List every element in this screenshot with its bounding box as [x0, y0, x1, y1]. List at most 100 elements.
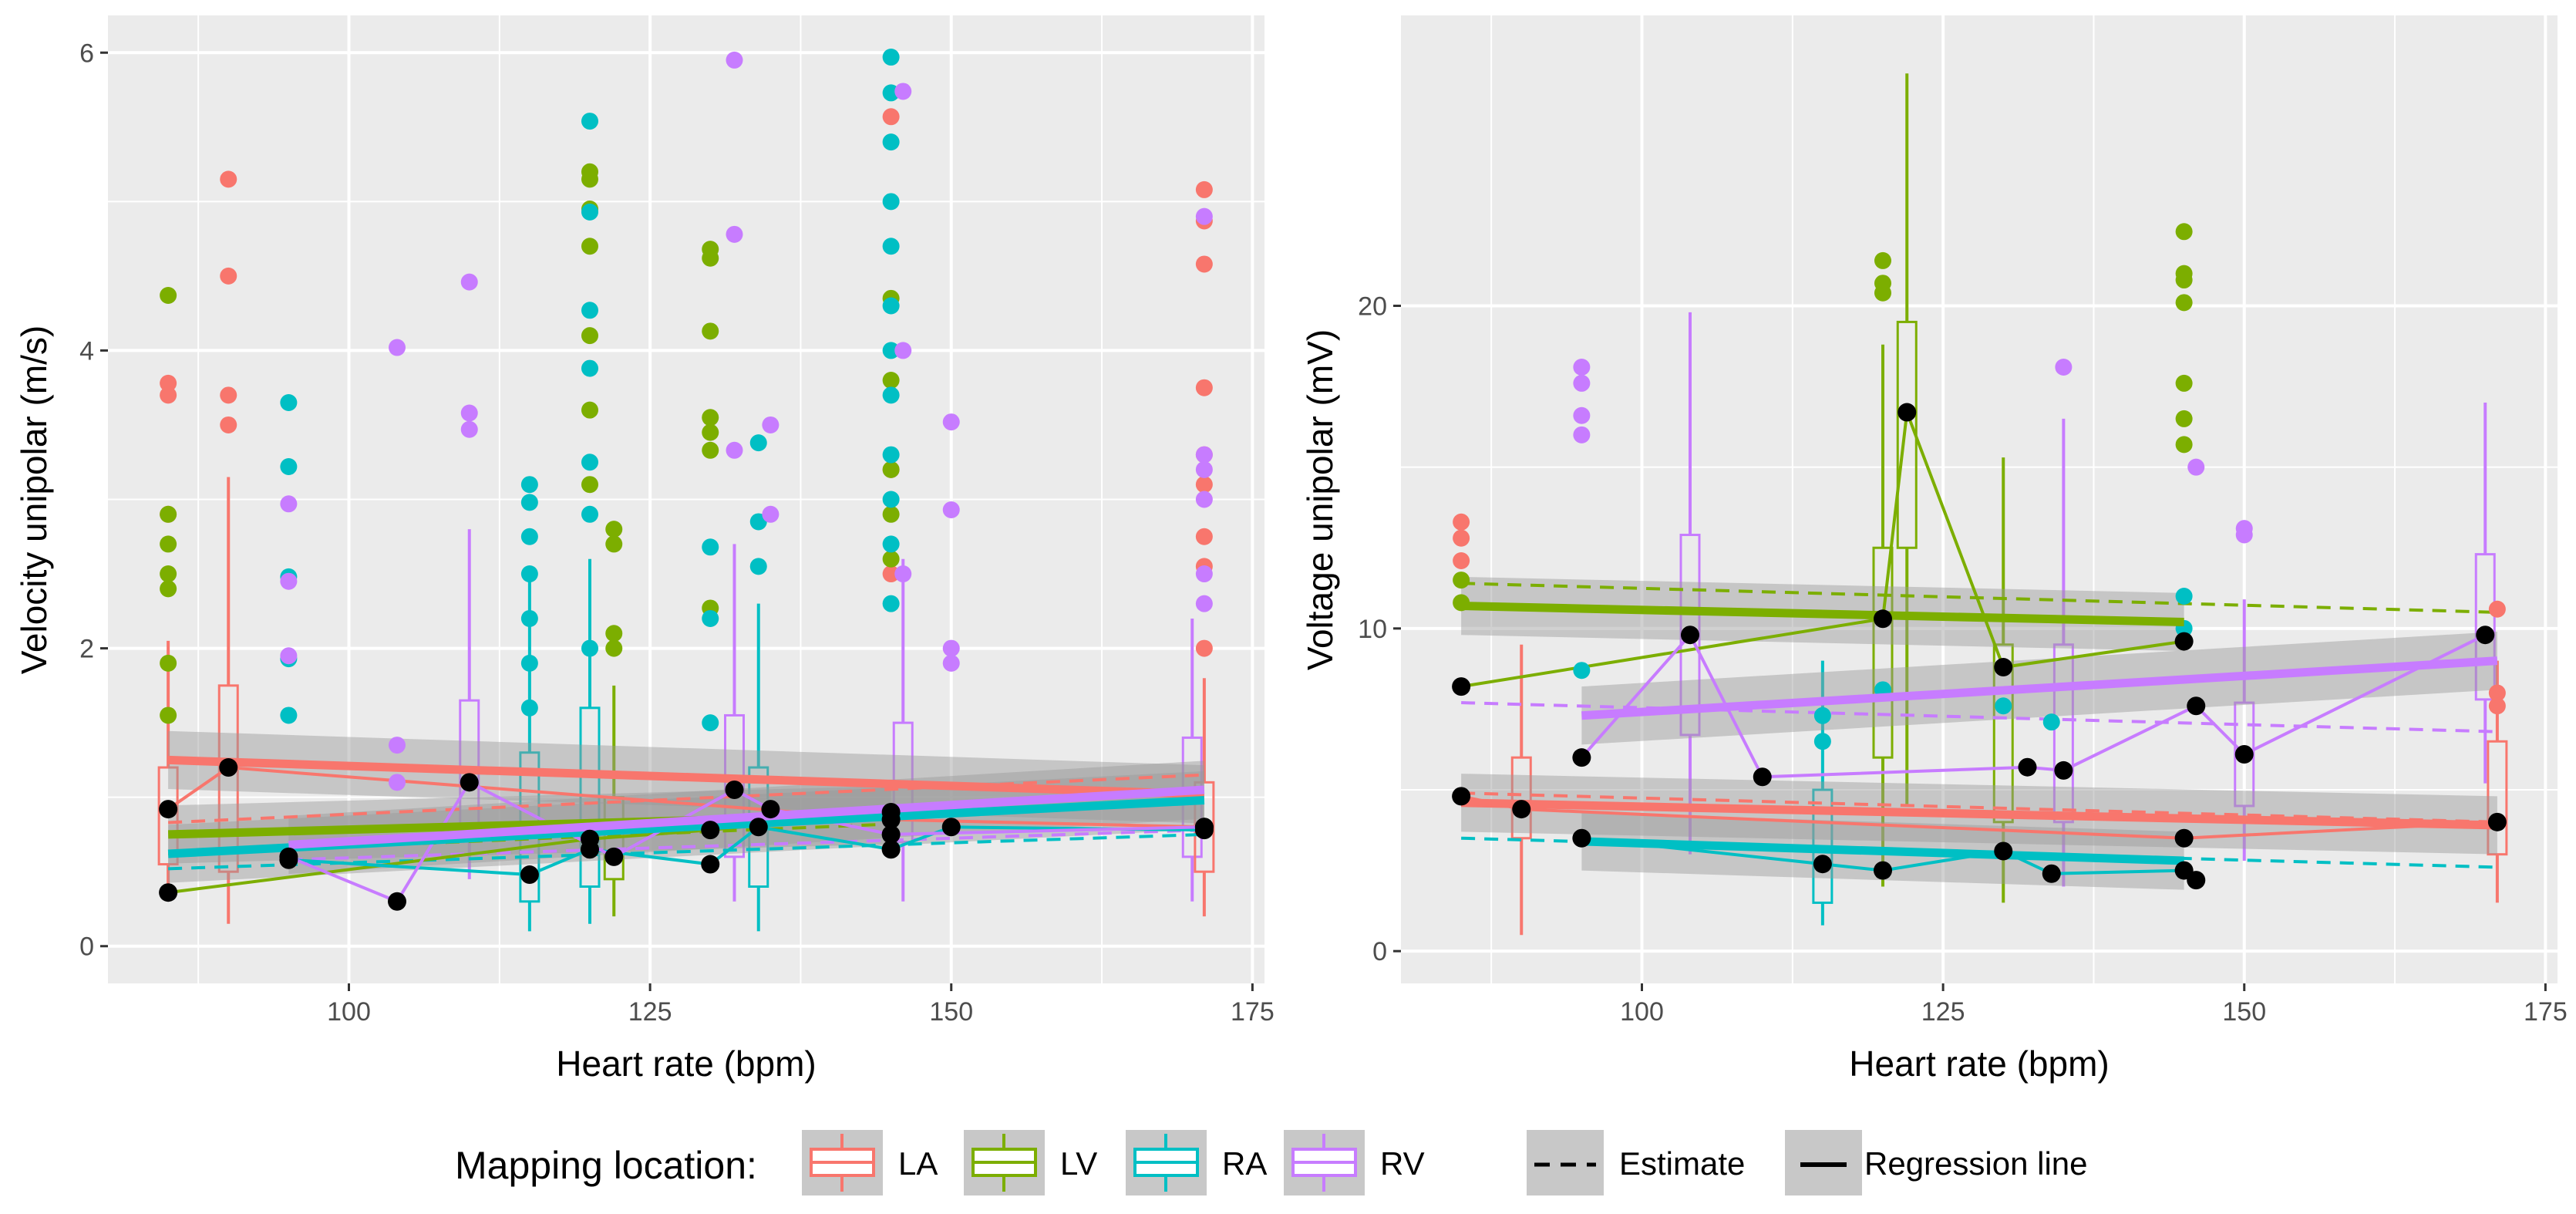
right-point-LA — [2488, 684, 2506, 702]
right-point-LV — [2175, 223, 2193, 241]
left-point-LV — [702, 441, 719, 459]
right-x-axis-title: Heart rate (bpm) — [1849, 1044, 2109, 1084]
right-mean-point-RV — [2018, 757, 2037, 777]
left-point-RV — [389, 774, 406, 791]
right-boxplot-box-LA — [2487, 740, 2508, 856]
left-point-RA — [749, 434, 767, 452]
left-point-LV — [882, 372, 900, 389]
right-mean-point-LV — [1874, 609, 1892, 629]
left-x-tick-label: 175 — [1231, 997, 1275, 1027]
left-point-RV — [894, 342, 912, 359]
right-x-tick-label: 175 — [2524, 997, 2568, 1027]
left-mean-point-RV — [761, 800, 780, 819]
left-point-RA — [280, 458, 298, 476]
right-panel: 100 125 150 175 0 10 20 Heart rate (bpm) Volta… — [1300, 15, 2568, 1084]
legend-title: Mapping location: — [455, 1144, 757, 1187]
right-y-tick-label: 0 — [1372, 937, 1387, 966]
left-y-tick-label: 4 — [79, 336, 94, 366]
left-point-RA — [280, 706, 298, 724]
right-mean-point-LA — [2487, 812, 2507, 831]
right-point-LV — [2175, 410, 2193, 427]
right-point-RV — [1573, 426, 1591, 443]
left-point-LV — [160, 654, 177, 672]
left-point-LV — [581, 401, 598, 419]
left-point-LA — [1195, 379, 1213, 396]
left-point-RA — [280, 394, 298, 411]
right-point-LV — [2175, 436, 2193, 454]
right-y-tick-label: 20 — [1358, 292, 1387, 322]
left-point-RA — [520, 565, 538, 583]
left-boxplot-box-LA — [157, 766, 179, 866]
left-mean-point-RV — [460, 773, 479, 792]
right-mean-point-RV — [1753, 767, 1772, 787]
left-point-RV — [389, 339, 406, 356]
left-point-LV — [605, 625, 623, 642]
right-point-LA — [1453, 513, 1470, 531]
right-estimate-line-RV — [1461, 701, 2497, 733]
left-point-RV — [280, 495, 298, 513]
left-point-RV — [942, 639, 960, 657]
left-mean-point-RA — [941, 818, 961, 837]
left-mean-point-RA — [581, 840, 599, 859]
left-point-RV — [726, 225, 743, 243]
left-point-RA — [520, 494, 538, 511]
right-point-RV — [2235, 526, 2253, 544]
left-mean-point-RV — [725, 781, 744, 799]
legend-label-regression: Regression line — [1864, 1145, 2088, 1182]
right-point-LV — [2175, 271, 2193, 289]
left-x-tick-label: 100 — [327, 997, 371, 1027]
left-point-LV — [702, 423, 719, 441]
right-mean-point-LV — [1452, 677, 1471, 696]
right-point-LA — [2488, 600, 2506, 618]
right-point-RA — [1995, 697, 2012, 715]
right-point-RV — [2055, 358, 2073, 376]
left-point-RV — [1195, 207, 1213, 225]
left-x-tick-label: 150 — [929, 997, 973, 1027]
right-mean-point-LA — [2174, 828, 2194, 848]
left-point-RV — [894, 83, 912, 100]
right-estimate-line-LA — [1461, 791, 2497, 824]
left-point-RV — [762, 505, 780, 523]
left-point-LV — [160, 706, 177, 724]
left-point-RV — [389, 737, 406, 754]
legend-label-LV: LV — [1060, 1145, 1097, 1182]
left-regression-line-RV — [288, 785, 1205, 849]
left-y-tick-label: 6 — [79, 39, 94, 68]
legend: Mapping location: LA LV RA RV Estimate R… — [455, 1130, 2088, 1195]
left-mean-path-RA — [288, 825, 1204, 877]
left-point-RA — [882, 342, 900, 359]
right-x-tick-label: 100 — [1620, 997, 1664, 1027]
left-mean-point-RV — [279, 847, 298, 866]
left-x-axis-title: Heart rate (bpm) — [556, 1044, 816, 1084]
left-x-tick-label: 125 — [628, 997, 672, 1027]
right-point-RV — [1573, 406, 1591, 424]
left-plot-data — [157, 49, 1215, 932]
left-y-tick-label: 2 — [79, 635, 94, 664]
left-boxplot-box-RV — [724, 713, 745, 858]
left-point-LV — [160, 535, 177, 553]
left-estimate-line-LA — [168, 773, 1204, 825]
left-boxplot-box-LA — [217, 684, 239, 873]
left-point-RV — [726, 441, 743, 459]
left-point-LV — [160, 505, 177, 523]
right-mean-point-RV — [1572, 748, 1591, 767]
left-point-RA — [520, 699, 538, 717]
left-point-LV — [605, 521, 623, 538]
left-point-RV — [460, 273, 478, 291]
right-point-RA — [1813, 706, 1831, 724]
left-point-RA — [581, 302, 598, 319]
right-point-RA — [1573, 662, 1591, 680]
left-point-RV — [460, 404, 478, 422]
legend-label-LA: LA — [898, 1145, 938, 1182]
left-point-LA — [160, 374, 177, 392]
left-point-RV — [942, 413, 960, 431]
left-point-RA — [581, 639, 598, 657]
right-mean-point-RV — [2054, 760, 2073, 780]
left-point-LA — [160, 386, 177, 404]
right-point-LV — [1874, 251, 1891, 269]
right-mean-point-RA — [1813, 855, 1832, 874]
left-point-LV — [581, 170, 598, 188]
left-mean-path-LA — [167, 765, 1204, 829]
left-point-LV — [702, 249, 719, 267]
left-point-LA — [1195, 476, 1213, 494]
